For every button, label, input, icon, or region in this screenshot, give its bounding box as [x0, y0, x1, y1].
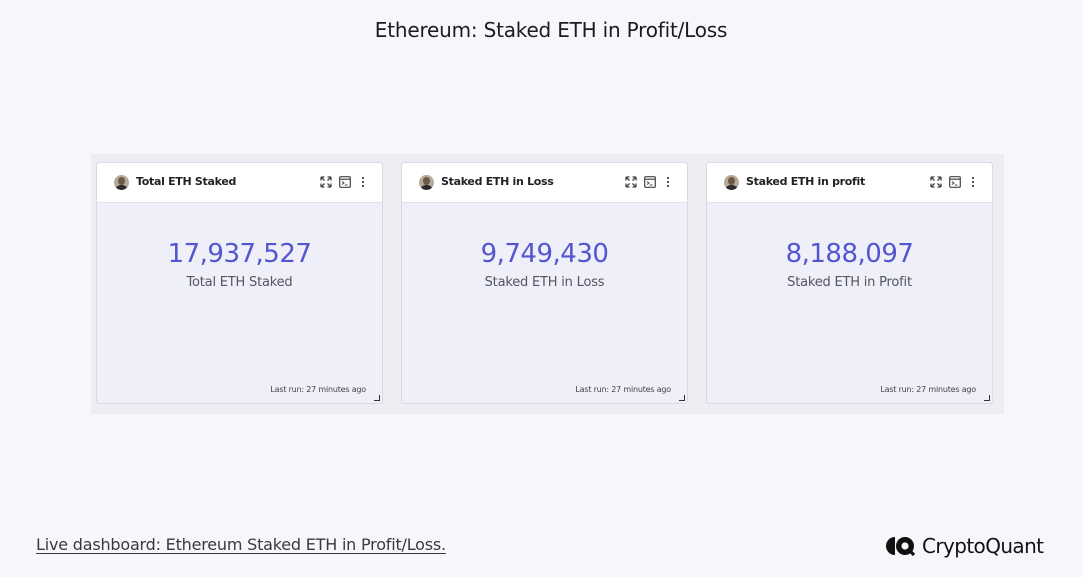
last-run-text: Last run: 27 minutes ago — [270, 385, 366, 394]
last-run-text: Last run: 27 minutes ago — [880, 385, 976, 394]
avatar[interactable] — [419, 175, 434, 190]
console-icon[interactable] — [339, 176, 351, 188]
card-title[interactable]: Staked ETH in profit — [746, 175, 865, 188]
page-title: Ethereum: Staked ETH in Profit/Loss — [374, 18, 728, 42]
resize-handle-icon[interactable] — [374, 395, 380, 401]
avatar[interactable] — [114, 175, 129, 190]
console-icon[interactable] — [644, 176, 656, 188]
resize-handle-icon[interactable] — [984, 395, 990, 401]
more-options-icon[interactable] — [359, 176, 367, 188]
metric-value: 17,937,527 — [167, 239, 312, 269]
last-run-text: Last run: 27 minutes ago — [575, 385, 671, 394]
brand-name: CryptoQuant — [922, 534, 1044, 558]
live-dashboard-link[interactable]: Live dashboard: Ethereum Staked ETH in P… — [36, 535, 446, 554]
brand: CryptoQuant — [885, 533, 1044, 559]
more-options-icon[interactable] — [969, 176, 977, 188]
metric-value: 8,188,097 — [785, 239, 914, 269]
metric-label: Staked ETH in Loss — [484, 275, 605, 290]
expand-icon[interactable] — [320, 176, 332, 188]
metric-card-staked-eth-in-loss: Staked ETH in Loss 9,749,430 Staked ETH … — [401, 162, 688, 404]
metric-card-total-eth-staked: Total ETH Staked 17,937,527 Total ETH St… — [96, 162, 383, 404]
expand-icon[interactable] — [625, 176, 637, 188]
console-icon[interactable] — [949, 176, 961, 188]
card-title[interactable]: Staked ETH in Loss — [441, 175, 554, 188]
card-title[interactable]: Total ETH Staked — [136, 175, 237, 188]
card-header: Total ETH Staked — [97, 163, 382, 203]
metric-label: Staked ETH in Profit — [787, 275, 912, 290]
card-header: Staked ETH in Loss — [402, 163, 687, 203]
resize-handle-icon[interactable] — [679, 395, 685, 401]
expand-icon[interactable] — [930, 176, 942, 188]
metric-label: Total ETH Staked — [186, 275, 293, 290]
metric-card-staked-eth-in-profit: Staked ETH in profit 8,188,097 Staked ET… — [706, 162, 993, 404]
metric-value: 9,749,430 — [480, 239, 609, 269]
card-header: Staked ETH in profit — [707, 163, 992, 203]
avatar[interactable] — [724, 175, 739, 190]
dashboard-grid: Total ETH Staked 17,937,527 Total ETH St… — [91, 154, 1004, 414]
more-options-icon[interactable] — [664, 176, 672, 188]
cryptoquant-logo-icon — [886, 537, 915, 557]
